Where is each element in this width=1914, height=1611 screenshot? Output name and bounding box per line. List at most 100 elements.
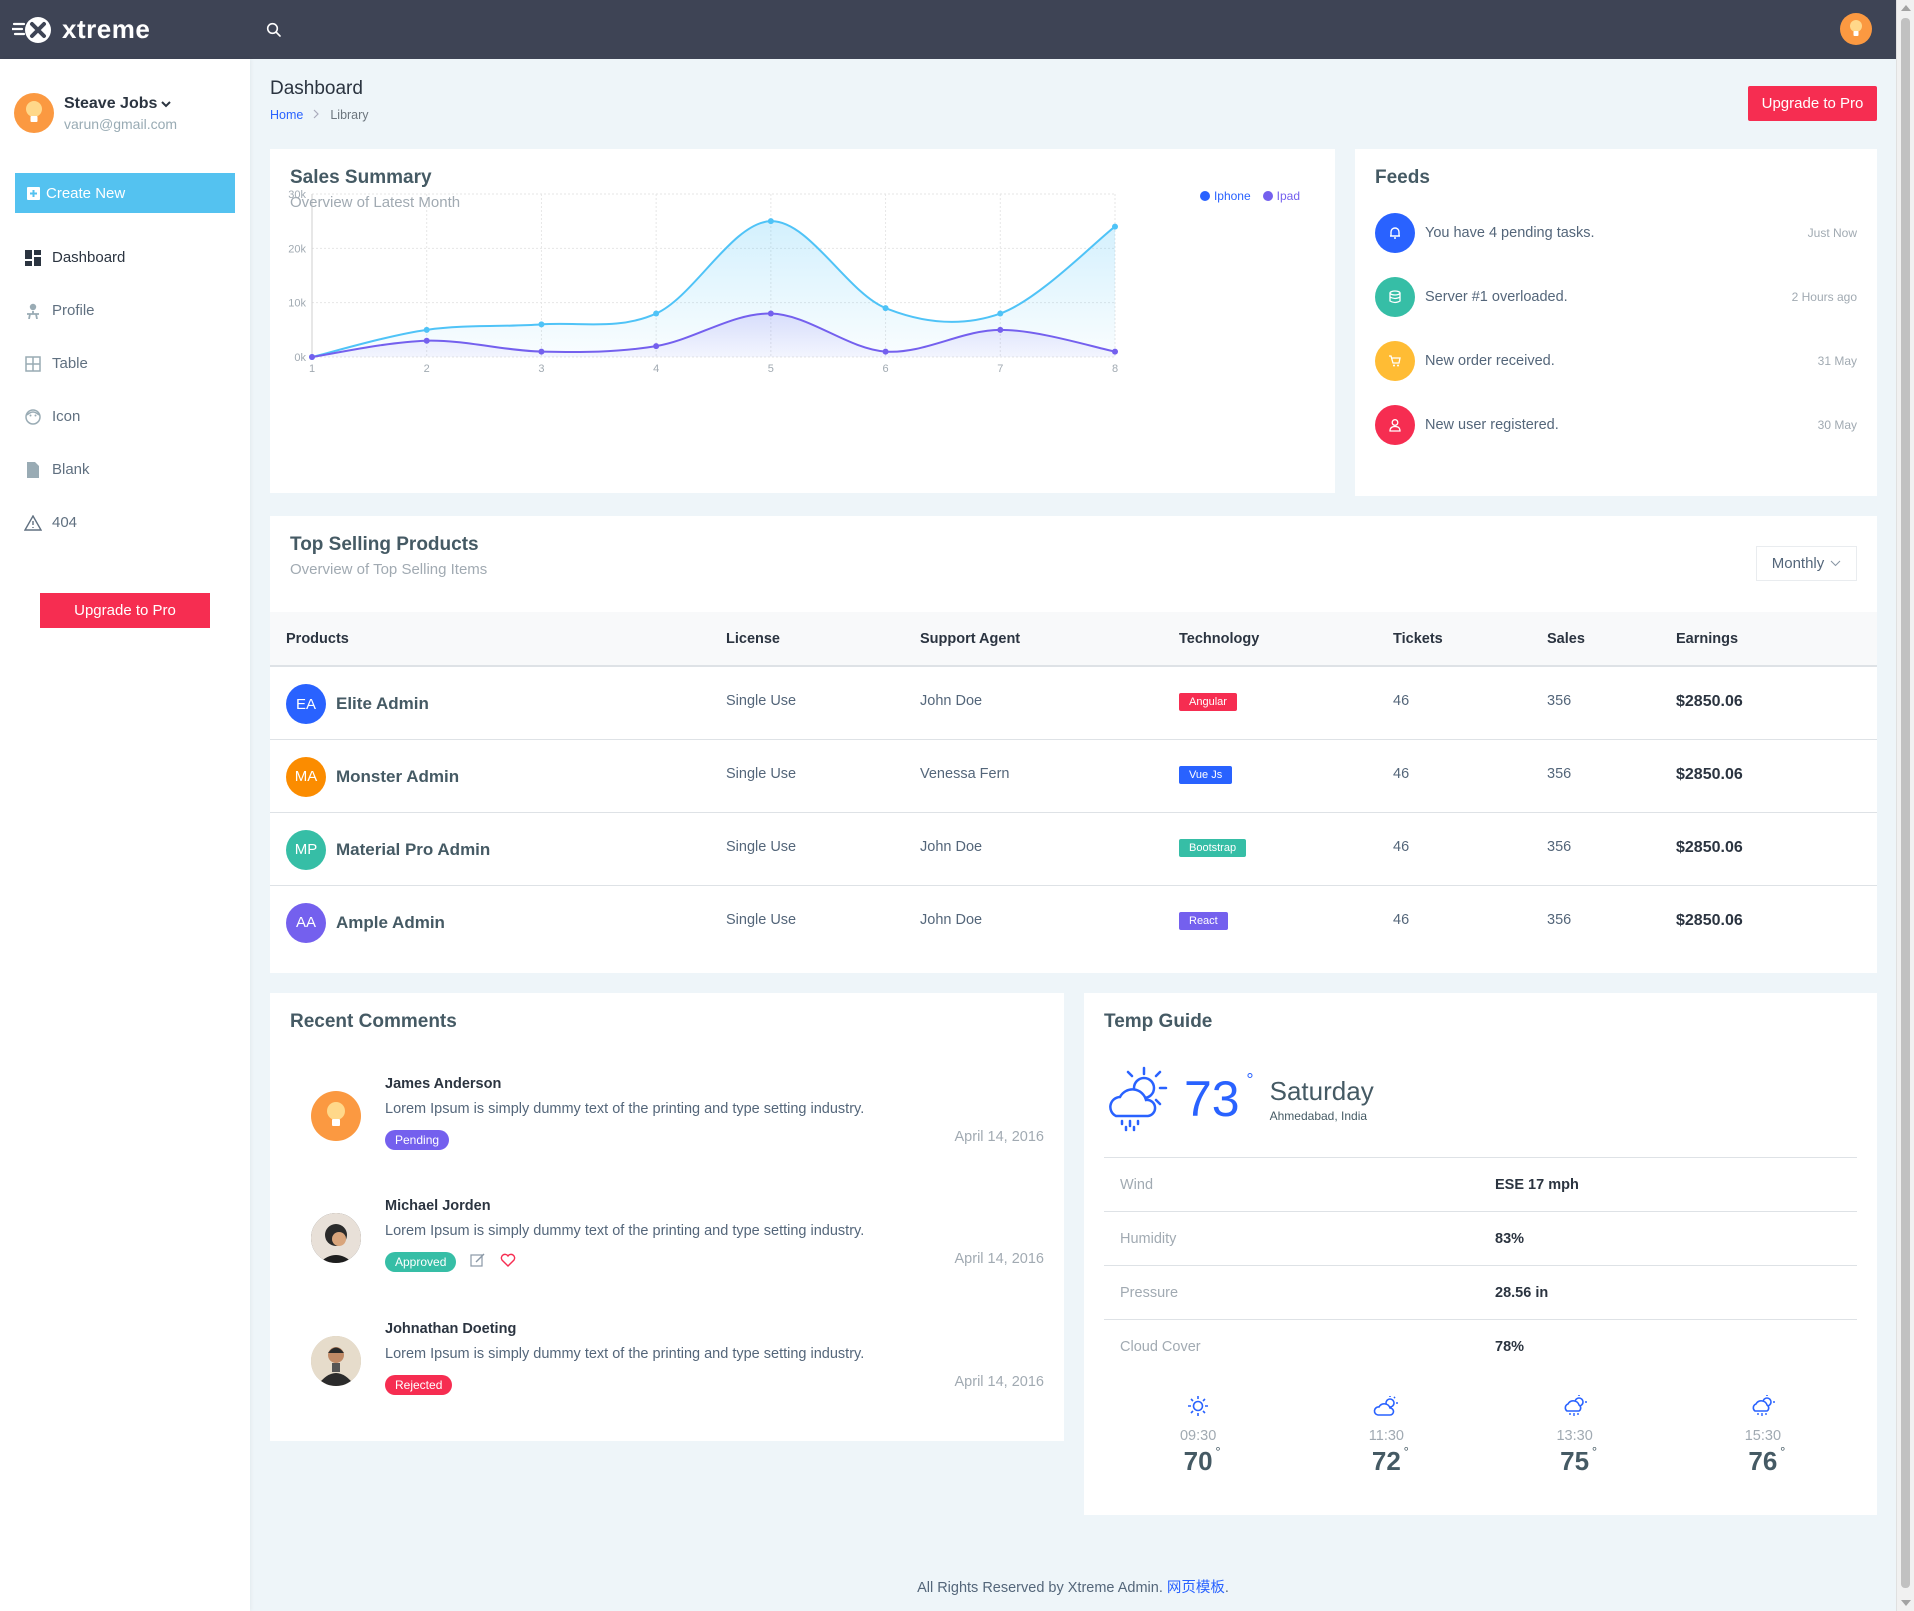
product-avatar: MA: [286, 756, 326, 797]
product-name: Ample Admin: [336, 912, 445, 932]
data-point: [1112, 223, 1118, 230]
comment-author: Johnathan Doeting: [385, 1321, 517, 1337]
agent-cell: John Doe: [920, 911, 983, 928]
table-row[interactable]: MA Monster Admin Single Use Venessa Fern …: [270, 739, 1877, 813]
feeds-card: Feeds You have 4 pending tasks. Just Now…: [1355, 149, 1877, 496]
sidebar-item-label: Icon: [52, 408, 81, 425]
period-select[interactable]: Monthly: [1756, 546, 1857, 581]
weather-row: Humidity 83%: [1104, 1211, 1857, 1266]
comment-author: Michael Jorden: [385, 1198, 491, 1214]
col-header[interactable]: Tickets: [1393, 612, 1547, 667]
agent-cell: John Doe: [920, 666, 1179, 740]
data-point: [423, 337, 430, 344]
table-row[interactable]: AA Ample Admin Single Use John Doe React …: [270, 885, 1877, 958]
recent-comments-card: Recent Comments James Anderson Lorem Ips…: [270, 993, 1064, 1441]
col-header[interactable]: Technology: [1179, 612, 1393, 667]
create-new-button[interactable]: Create New: [15, 173, 235, 213]
earnings-cell: $2850.06: [1676, 765, 1743, 783]
sidebar-item-table[interactable]: Table: [0, 337, 250, 390]
product-avatar: MP: [286, 829, 326, 870]
status-badge: Pending: [385, 1130, 450, 1150]
forecast-time: 15:30: [1744, 1428, 1782, 1444]
weather-label: Wind: [1104, 1157, 1479, 1212]
weather-day: Saturday: [1269, 1075, 1374, 1106]
forecast-item: 09:30 70 °: [1104, 1395, 1292, 1477]
forecast-time: 11:30: [1368, 1428, 1404, 1444]
license-cell: Single Use: [726, 812, 920, 886]
sidebar-item-404[interactable]: 404: [0, 496, 250, 549]
data-point: [767, 218, 774, 225]
comment-text: Lorem Ipsum is simply dummy text of the …: [385, 1101, 865, 1117]
create-new-label: Create New: [46, 184, 126, 202]
logo[interactable]: xtreme: [0, 14, 250, 45]
comment-date: April 14, 2016: [954, 1374, 1044, 1390]
sales-cell: 356: [1547, 911, 1572, 928]
scrollbar[interactable]: [1896, 0, 1914, 1611]
feed-item[interactable]: Server #1 overloaded. 2 Hours ago: [1375, 265, 1857, 329]
col-header[interactable]: Earnings: [1676, 612, 1877, 667]
data-point: [538, 321, 545, 328]
rain-cloud-icon: [1752, 1395, 1775, 1416]
agent-cell: John Doe: [920, 812, 1179, 886]
sidebar-item-blank[interactable]: Blank: [0, 443, 250, 496]
sidebar-item-icon[interactable]: Icon: [0, 390, 250, 443]
status-badge: Approved: [385, 1252, 457, 1272]
file-icon: [24, 461, 42, 479]
bell-icon: [1375, 213, 1415, 253]
feed-text: You have 4 pending tasks.: [1425, 225, 1595, 241]
comment-date: April 14, 2016: [954, 1251, 1044, 1267]
col-header[interactable]: Sales: [1547, 612, 1676, 667]
col-header[interactable]: Products: [270, 612, 726, 667]
series-line-ipad: [311, 312, 1116, 358]
sidebar-item-label: Blank: [52, 461, 90, 478]
sidebar-profile[interactable]: Steave Jobs varun@gmail.com: [0, 59, 250, 133]
footer-text: All Rights Reserved by Xtreme Admin.: [917, 1580, 1167, 1596]
heart-icon[interactable]: [500, 1252, 516, 1268]
alert-icon: [24, 514, 42, 532]
sales-cell: 356: [1547, 812, 1676, 886]
edit-icon[interactable]: [470, 1252, 486, 1268]
breadcrumb-home[interactable]: Home: [270, 108, 304, 122]
earnings-cell: $2850.06: [1676, 838, 1743, 856]
table-row[interactable]: MP Material Pro Admin Single Use John Doe…: [270, 812, 1877, 886]
legend-item-iphone[interactable]: Iphone: [1199, 189, 1251, 203]
avatar: [311, 1213, 361, 1263]
user-icon: [1375, 405, 1415, 445]
profile-avatar: [14, 93, 54, 133]
table-row[interactable]: EA Elite Admin Single Use John Doe Angula…: [270, 666, 1877, 740]
feed-item[interactable]: New user registered. 30 May: [1375, 393, 1857, 457]
comment-date: April 14, 2016: [954, 1129, 1044, 1145]
avatar: [311, 1091, 361, 1141]
avatar: [311, 1336, 361, 1386]
chevron-down-icon[interactable]: [161, 100, 172, 108]
feed-item[interactable]: New order received. 31 May: [1375, 329, 1857, 393]
sidebar-item-profile[interactable]: Profile: [0, 284, 250, 337]
sun-icon: [1188, 1396, 1209, 1416]
profile-email: varun@gmail.com: [64, 115, 178, 132]
legend-item-ipad[interactable]: Ipad: [1262, 189, 1300, 203]
col-header[interactable]: License: [726, 612, 920, 667]
weather-value: 83%: [1479, 1211, 1857, 1266]
forecast-time: 09:30: [1179, 1428, 1217, 1444]
data-point: [767, 310, 774, 317]
comments-title: Recent Comments: [290, 1011, 457, 1032]
comment-text: Lorem Ipsum is simply dummy text of the …: [385, 1223, 865, 1239]
earnings-cell: $2850.06: [1676, 693, 1743, 710]
feed-time: 31 May: [1817, 354, 1857, 368]
chevron-right-icon: [313, 108, 320, 122]
footer-link[interactable]: 网页模板: [1166, 1580, 1225, 1596]
tech-badge: Angular: [1179, 693, 1237, 711]
sidebar-upgrade-button[interactable]: Upgrade to Pro: [40, 593, 210, 628]
product-avatar: AA: [286, 902, 326, 943]
search-icon[interactable]: [262, 18, 286, 42]
feed-list: You have 4 pending tasks. Just Now Serve…: [1375, 201, 1857, 457]
forecast-temp: 76: [1748, 1446, 1778, 1476]
feed-time: 30 May: [1817, 418, 1857, 432]
user-avatar[interactable]: [1840, 13, 1872, 45]
profile-name: Steave Jobs: [64, 94, 158, 112]
col-header[interactable]: Support Agent: [920, 612, 1179, 667]
feed-item[interactable]: You have 4 pending tasks. Just Now: [1375, 201, 1857, 265]
sidebar-item-dashboard[interactable]: Dashboard: [0, 231, 250, 284]
upgrade-to-pro-button[interactable]: Upgrade to Pro: [1748, 86, 1877, 121]
tickets-cell: 46: [1393, 911, 1410, 928]
